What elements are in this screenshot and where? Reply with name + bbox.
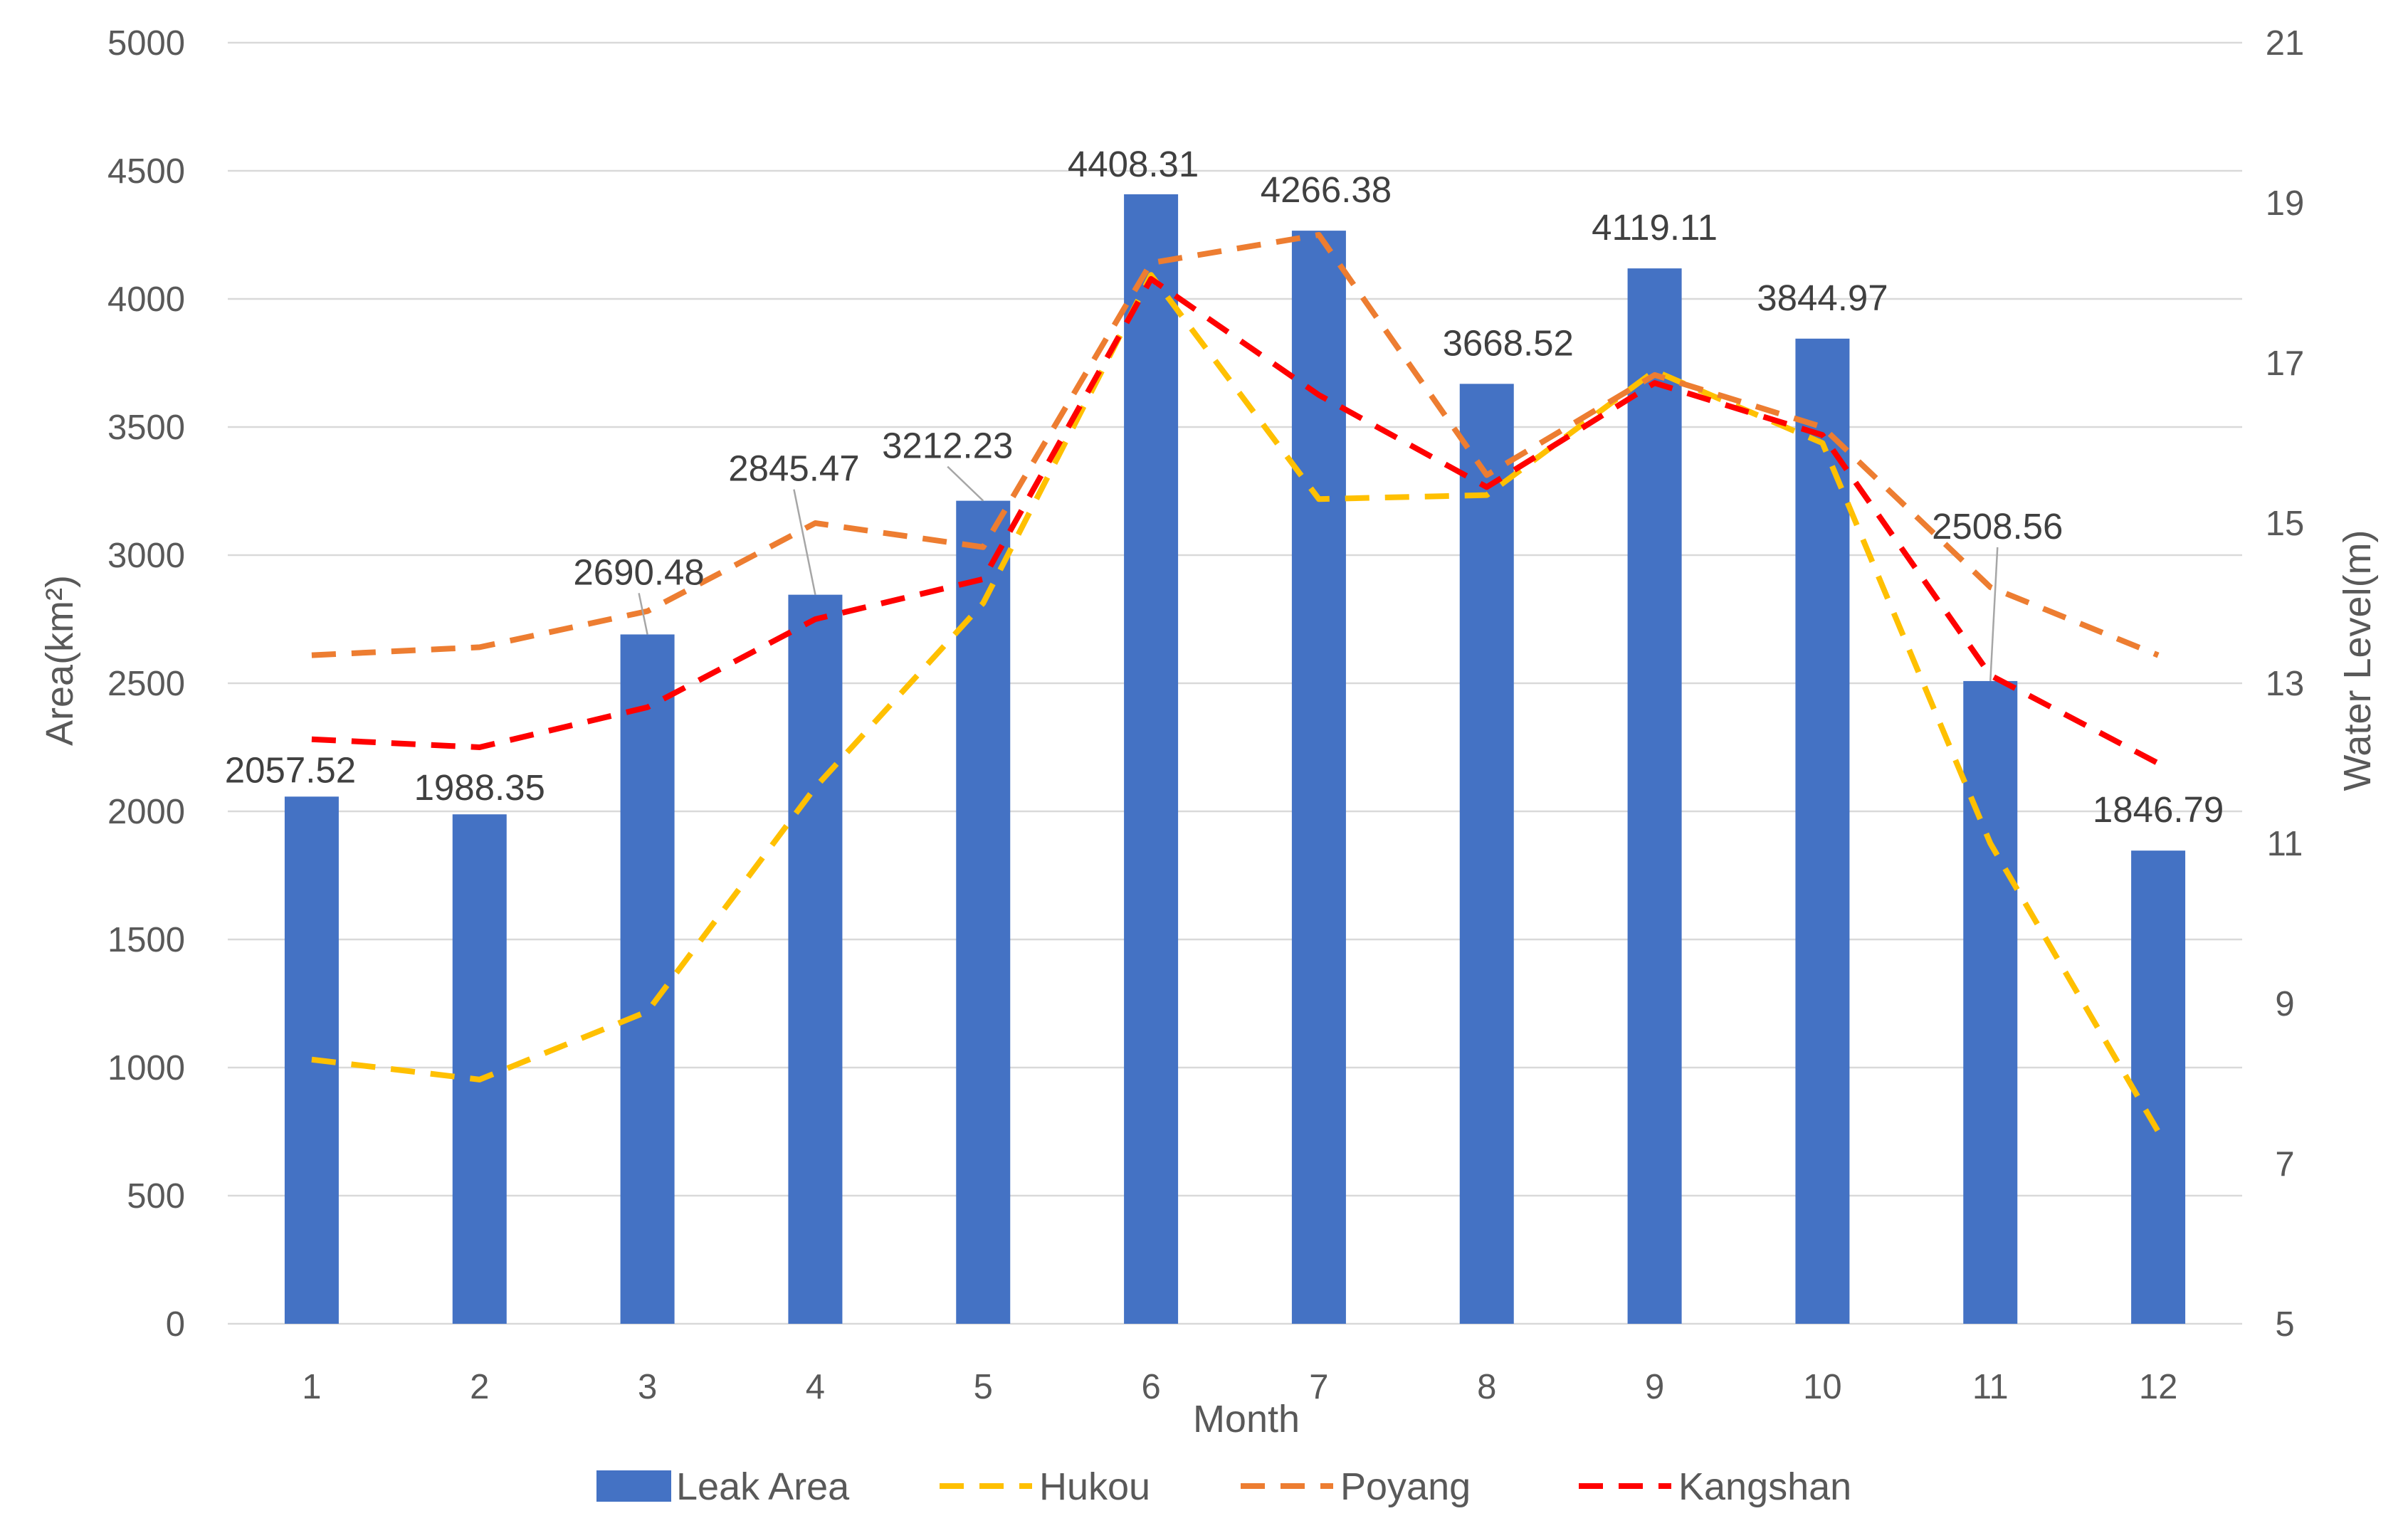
- bar: [956, 500, 1011, 1324]
- bar-data-label: 2690.48: [573, 552, 704, 592]
- x-tick-label: 8: [1477, 1368, 1496, 1406]
- label-leader: [638, 593, 648, 635]
- left-tick-label: 2000: [107, 793, 185, 831]
- bar: [620, 634, 675, 1324]
- bar-data-label: 2845.47: [728, 448, 859, 489]
- x-tick-label: 10: [1803, 1368, 1842, 1406]
- left-tick-label: 2500: [107, 665, 185, 703]
- bar-data-label: 4408.31: [1068, 144, 1199, 184]
- left-axis-ticks: 0 500 1000 1500 2000 2500 3000 3500 4000 4500 5000: [107, 24, 185, 1344]
- left-axis-title: Area(km²): [38, 575, 81, 746]
- bar: [1963, 680, 2018, 1324]
- label-leader: [1989, 547, 1999, 681]
- x-axis-title: Month: [1193, 1398, 1300, 1440]
- left-tick-label: 3500: [107, 409, 185, 447]
- bar-series: [284, 194, 2186, 1324]
- x-tick-label: 11: [1972, 1368, 2009, 1406]
- label-leader: [793, 489, 816, 595]
- bar: [1459, 384, 1514, 1324]
- bar-data-label: 3212.23: [882, 426, 1013, 466]
- label-leader: [947, 465, 984, 502]
- left-tick-label: 500: [127, 1177, 185, 1216]
- right-tick-label: 19: [2266, 184, 2305, 223]
- line-series: [311, 232, 2161, 1134]
- left-tick-label: 4500: [107, 152, 185, 191]
- x-tick-label: 6: [1141, 1368, 1160, 1406]
- legend-label: Poyang: [1340, 1465, 1471, 1508]
- right-tick-label: 13: [2266, 665, 2305, 703]
- x-tick-label: 4: [806, 1368, 825, 1406]
- right-tick-label: 7: [2275, 1145, 2294, 1184]
- left-tick-label: 1500: [107, 921, 185, 959]
- x-tick-label: 3: [638, 1368, 657, 1406]
- gridlines: [228, 41, 2242, 1325]
- bar: [1795, 338, 1850, 1324]
- series-line-hukou: [311, 272, 2161, 1134]
- legend-label: Hukou: [1039, 1465, 1150, 1508]
- x-tick-label: 7: [1309, 1368, 1328, 1406]
- bar-data-label: 3668.52: [1443, 322, 1574, 363]
- left-tick-label: 5000: [107, 24, 185, 63]
- bar-data-label: 2057.52: [225, 749, 356, 790]
- legend: Leak Area Hukou Poyang Kangshan: [596, 1465, 1851, 1508]
- x-tick-label: 5: [974, 1368, 993, 1406]
- series-line-kangshan: [311, 275, 2160, 767]
- bar: [1124, 194, 1179, 1324]
- left-tick-label: 1000: [107, 1049, 185, 1087]
- bar-data-label: 1846.79: [2093, 789, 2224, 830]
- bar-data-label: 3844.97: [1757, 278, 1888, 318]
- bar-data-label: 4266.38: [1261, 169, 1392, 210]
- right-axis-title: Water Level(m): [2336, 530, 2379, 791]
- right-tick-label: 5: [2275, 1305, 2294, 1344]
- right-tick-label: 17: [2266, 344, 2305, 383]
- right-tick-label: 21: [2266, 24, 2305, 63]
- label-leader-lines: [638, 465, 1999, 681]
- bar: [2131, 850, 2186, 1324]
- right-axis-ticks: 5 7 9 11 13 15 17 19 21: [2266, 24, 2305, 1344]
- x-tick-label: 1: [302, 1368, 321, 1406]
- left-tick-label: 0: [166, 1305, 185, 1344]
- bar: [788, 594, 843, 1324]
- bar-data-label: 4119.11: [1592, 207, 1718, 248]
- right-tick-label: 11: [2267, 825, 2303, 863]
- bar-data-label: 2508.56: [1932, 506, 2063, 547]
- right-tick-label: 9: [2275, 985, 2294, 1023]
- bar: [452, 814, 507, 1324]
- bar: [1291, 231, 1346, 1324]
- x-tick-label: 2: [470, 1368, 489, 1406]
- data-labels: 2057.52 1988.35 2690.48 2845.47 3212.23 4408.…: [225, 144, 2224, 830]
- legend-label: Kangshan: [1678, 1465, 1851, 1508]
- x-tick-label: 12: [2139, 1368, 2178, 1406]
- x-axis-ticks: 1 2 3 4 5 6 7 8 9 10 11 12: [302, 1368, 2177, 1406]
- legend-swatch-leak-area: [596, 1470, 671, 1502]
- left-tick-label: 3000: [107, 537, 185, 575]
- right-tick-label: 15: [2266, 505, 2305, 543]
- x-tick-label: 9: [1645, 1368, 1664, 1406]
- left-tick-label: 4000: [107, 280, 185, 319]
- legend-label: Leak Area: [676, 1465, 850, 1508]
- bar: [1627, 268, 1682, 1324]
- bar-data-label: 1988.35: [414, 767, 545, 808]
